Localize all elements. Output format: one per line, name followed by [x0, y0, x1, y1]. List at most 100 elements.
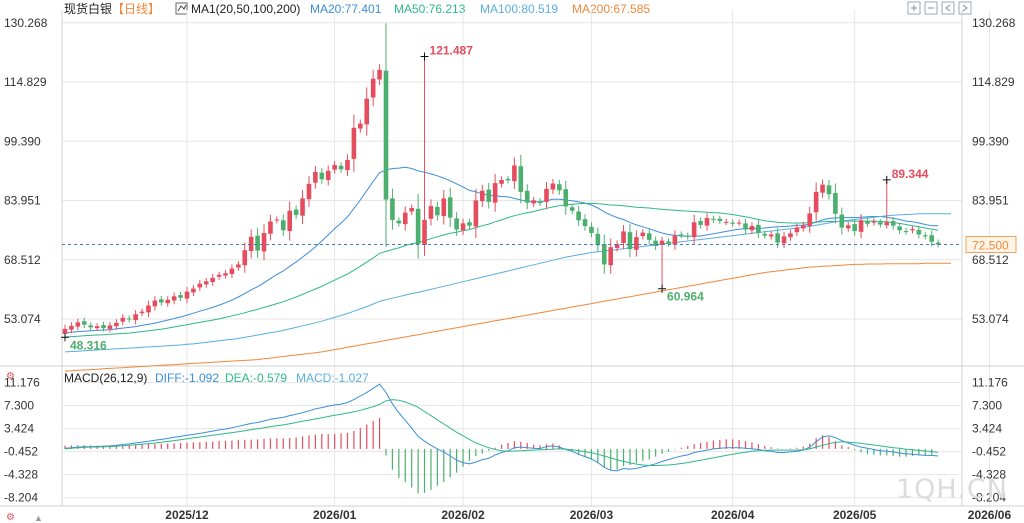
- candle-body: [711, 218, 716, 220]
- macd-axis: 11.176 11.176 7.300 7.300 3.424 3.424 -0.452 -0…: [4, 376, 1008, 505]
- indicator-toggle-icon[interactable]: [175, 2, 188, 15]
- price-axis: 130.268 130.268 114.829 114.829 99.390 99.390…: [4, 16, 1016, 326]
- bottom-settings-icon[interactable]: ⚙: [6, 512, 15, 523]
- candle-body: [114, 322, 119, 327]
- macd-tick-right: -0.452: [972, 445, 1006, 459]
- macd-legend-diff: DIFF:-1.092: [155, 371, 219, 385]
- macd-grid: [62, 382, 962, 499]
- annotation-label: 89.344: [892, 167, 929, 181]
- ma-legend-ma100: MA100:80.519: [480, 2, 558, 16]
- candle-body: [659, 240, 665, 245]
- candle-body: [383, 70, 389, 200]
- candle-body: [139, 311, 145, 314]
- candle-body: [627, 232, 633, 250]
- candle-body: [345, 160, 350, 171]
- last-price-box: [965, 236, 1017, 253]
- time-tick: 2026/04: [711, 508, 755, 522]
- macd-legend-macd: MACD:-1.027: [296, 371, 369, 385]
- price-tick-right: 53.074: [972, 312, 1009, 326]
- annotation-label: 60.964: [667, 290, 704, 304]
- candle-body: [203, 281, 209, 285]
- candle-body: [107, 325, 113, 329]
- candle-body: [775, 233, 780, 243]
- candle-body: [730, 222, 735, 224]
- ma-line-ma20: [64, 166, 939, 334]
- candle-body: [313, 171, 318, 183]
- candle-body: [351, 127, 357, 159]
- candle-body: [813, 191, 819, 213]
- candle-body: [499, 180, 504, 184]
- candle-body: [255, 235, 260, 251]
- candle-body: [242, 250, 248, 266]
- price-tick-right: 99.390: [972, 134, 1009, 148]
- candle-body: [884, 222, 890, 226]
- candle-body: [94, 326, 100, 329]
- candle-body: [165, 299, 171, 304]
- candle-body: [152, 300, 158, 307]
- candle-body: [788, 233, 793, 238]
- candle-body: [280, 220, 286, 231]
- price-tick-left: 53.074: [4, 312, 41, 326]
- candle-body: [865, 221, 870, 224]
- candle-body: [929, 235, 934, 242]
- last-price-line: 72.500: [62, 236, 1017, 253]
- price-annotations: 121.487 60.964 48.316 89.344: [61, 44, 929, 352]
- time-tick: 2025/12: [165, 508, 209, 522]
- macd-histogram: [64, 418, 933, 494]
- candle-body: [563, 189, 569, 207]
- candle-body: [81, 321, 87, 325]
- macd-tick-left: -0.452: [4, 445, 38, 459]
- candle-body: [878, 222, 883, 225]
- price-tick-right: 114.829: [972, 75, 1015, 89]
- candle-body: [229, 268, 235, 275]
- candle-body: [69, 325, 74, 330]
- price-tick-left: 83.951: [4, 194, 41, 208]
- price-tick-right: 68.512: [972, 253, 1009, 267]
- collapse-icon[interactable]: ▲: [34, 513, 43, 523]
- ma-legend-ma50: MA50:76.213: [394, 2, 466, 16]
- macd-tick-left: 11.176: [4, 376, 40, 390]
- candle-body: [390, 198, 395, 220]
- candle-body: [268, 221, 273, 234]
- time-tick: 2026/02: [441, 508, 485, 522]
- candle-body: [75, 322, 81, 327]
- macd-tick-right: 7.300: [972, 399, 1002, 413]
- candle-body: [723, 221, 729, 223]
- zoom-in-icon[interactable]: [907, 1, 921, 15]
- ma-line-ma50: [64, 202, 939, 338]
- candle-body: [666, 241, 671, 244]
- candle-body: [377, 69, 382, 80]
- candle-body: [184, 291, 190, 299]
- candle-body: [319, 172, 325, 180]
- candle-body: [768, 234, 774, 237]
- candle-body: [922, 235, 928, 237]
- candle-body: [621, 231, 626, 243]
- macd-line-diff: [64, 383, 939, 472]
- candle-body: [512, 165, 517, 182]
- macd-line-dea: [64, 399, 939, 466]
- zoom-out-icon[interactable]: [924, 1, 938, 15]
- candle-body: [762, 233, 768, 236]
- macd-settings-icon[interactable]: ⚙: [6, 371, 15, 382]
- shift-right-icon[interactable]: [958, 1, 972, 15]
- watermark: 1QH.CN: [896, 474, 1008, 505]
- chart-toolbar: [907, 1, 972, 15]
- period-label[interactable]: 【日线】: [112, 2, 160, 16]
- candle-body: [672, 235, 678, 245]
- macd-tick-right: -4.328: [972, 468, 1006, 482]
- candle-body: [178, 295, 183, 298]
- time-tick: 2026/05: [833, 508, 877, 522]
- price-grid: [0, 10, 1024, 507]
- candle-body: [595, 233, 601, 246]
- candle-body: [749, 226, 755, 231]
- price-tick-left: 114.829: [4, 75, 47, 89]
- candle-body: [569, 207, 575, 211]
- candle-body: [505, 178, 511, 181]
- candle-body: [428, 206, 434, 219]
- candle-body: [897, 226, 902, 231]
- candle-body: [743, 223, 748, 230]
- shift-left-icon[interactable]: [941, 1, 955, 15]
- annotation-label: 48.316: [70, 338, 107, 352]
- candle-body: [396, 220, 402, 224]
